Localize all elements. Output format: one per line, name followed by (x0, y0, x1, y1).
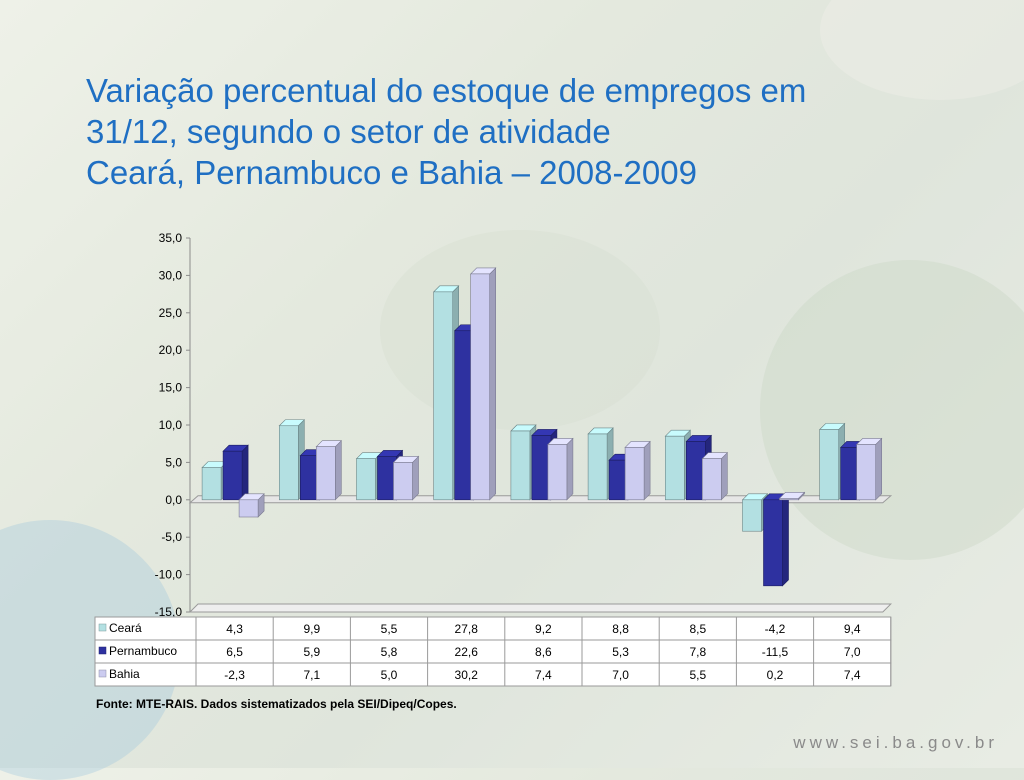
title-line-2: 31/12, segundo o setor de atividade (86, 113, 611, 150)
data-table-cell: -2,3 (224, 668, 245, 682)
data-table-cell: 5,3 (612, 645, 629, 659)
bar-side-face (643, 440, 651, 501)
data-table-cell: 8,8 (612, 622, 629, 636)
data-table-cell: 9,2 (535, 622, 552, 636)
legend-label: Pernambuco (109, 644, 177, 658)
data-table-cell: 0,2 (767, 668, 784, 682)
bar-pernambuco-8 (763, 499, 783, 587)
bar-bahia-3 (393, 462, 413, 501)
bar-bahia-4 (470, 273, 491, 501)
data-table-cell: 7,4 (535, 668, 552, 682)
data-table-cell: 5,9 (303, 645, 320, 659)
bar-bahia-1 (238, 499, 259, 518)
slide-title: Variação percentual do estoque de empreg… (86, 70, 966, 193)
bar-side-face (412, 455, 419, 501)
bar-cear-5 (510, 430, 531, 501)
data-table-cell: 6,5 (226, 645, 243, 659)
y-tick-label: -5,0 (161, 530, 182, 544)
legend-label: Bahia (109, 667, 140, 681)
data-table-cell: 30,2 (455, 668, 479, 682)
data-table-cell: 8,5 (689, 622, 706, 636)
bar-cear-7 (664, 435, 685, 501)
bar-cear-1 (201, 467, 222, 501)
bar-side-face (489, 267, 496, 501)
bar-cear-9 (819, 429, 840, 501)
data-table-cell: 7,8 (689, 645, 706, 659)
legend-swatch (98, 669, 107, 678)
bar-bahia-5 (547, 444, 568, 501)
data-table-cell: 4,3 (226, 622, 243, 636)
bar-cear-6 (587, 433, 608, 501)
bar-side-face (566, 437, 574, 501)
source-note: Fonte: MTE-RAIS. Dados sistematizados pe… (96, 697, 457, 711)
y-tick-label: -10,0 (155, 568, 183, 582)
legend-swatch (98, 646, 107, 655)
bar-side-face (782, 493, 789, 587)
data-table-cell: -11,5 (762, 645, 789, 659)
title-line-3: Ceará, Pernambuco e Bahia – 2008-2009 (86, 154, 697, 191)
data-table-cell: 5,8 (381, 645, 398, 659)
data-table-cell: 5,5 (689, 668, 706, 682)
bar-cear-2 (278, 425, 299, 501)
data-table-cell: 9,4 (844, 622, 861, 636)
data-table-cell: 22,6 (455, 645, 479, 659)
data-table-cell: 9,9 (303, 622, 320, 636)
y-tick-label: 30,0 (159, 268, 183, 282)
y-tick-label: 35,0 (159, 231, 183, 245)
bar-cear-3 (356, 458, 376, 501)
bar-side-face (721, 451, 728, 501)
chart-floor (188, 603, 893, 613)
y-tick-label: 5,0 (165, 455, 182, 469)
data-table-cell: 5,0 (381, 668, 398, 682)
bar-bahia-7 (701, 458, 722, 501)
legend-swatch (98, 623, 107, 632)
data-table-cell: 5,5 (381, 622, 398, 636)
bar-bahia-8 (779, 498, 799, 501)
bar-bahia-9 (856, 444, 877, 501)
data-table-cell: 8,6 (535, 645, 552, 659)
bar-pernambuco-1 (222, 450, 243, 501)
y-tick-label: 10,0 (159, 418, 183, 432)
data-table-cell: 27,8 (455, 622, 479, 636)
bar-bahia-6 (624, 447, 645, 501)
data-table-cell: 7,0 (612, 668, 629, 682)
y-tick-label: 20,0 (159, 343, 183, 357)
bar-chart: 35,0 30,0 25,0 20,0 15,0 10,0 5,0 0,0 -5,0 -10,0 -… (94, 231, 893, 687)
data-table-cell: 7,1 (303, 668, 320, 682)
bar-cear-8 (742, 499, 762, 532)
y-tick-label: 25,0 (159, 306, 183, 320)
bar-cear-4 (433, 291, 454, 501)
data-table-cell: 7,4 (844, 668, 861, 682)
data-table-cell: -4,2 (765, 622, 786, 636)
bar-side-face (241, 444, 249, 501)
y-tick-label: -15,0 (155, 605, 183, 619)
bar-side-face (335, 439, 342, 501)
title-line-1: Variação percentual do estoque de empreg… (86, 72, 807, 109)
bar-side-face (875, 437, 882, 501)
bar-bahia-2 (315, 446, 336, 501)
y-tick-label: 0,0 (165, 493, 182, 507)
legend-label: Ceará (109, 621, 142, 635)
data-table-cell: 7,0 (844, 645, 861, 659)
y-tick-label: 15,0 (159, 381, 183, 395)
website-url: www.sei.ba.gov.br (793, 733, 998, 752)
